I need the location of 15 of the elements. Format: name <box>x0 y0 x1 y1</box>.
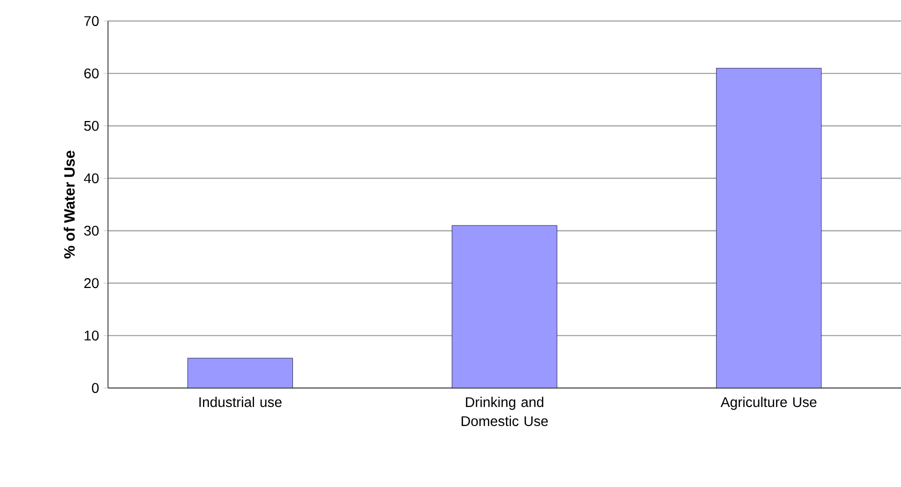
y-tick-label: 0 <box>92 383 99 393</box>
bar <box>187 358 293 388</box>
y-tick-label: 20 <box>84 278 99 288</box>
x-tick-label: Industrial use <box>199 396 282 408</box>
y-tick-label: 70 <box>84 16 99 26</box>
y-tick-label: 10 <box>84 330 99 341</box>
y-tick-label: 30 <box>84 226 99 236</box>
x-tick-label: Agriculture Use <box>720 396 816 410</box>
y-tick-label: 60 <box>84 68 99 78</box>
bar <box>452 225 558 388</box>
x-tick-label: Drinking and Domestic Use <box>462 396 548 426</box>
y-axis-title: % of Water Use <box>64 150 75 258</box>
bar <box>716 68 822 388</box>
y-tick-label: 40 <box>84 173 99 184</box>
y-tick-label: 50 <box>84 120 99 131</box>
